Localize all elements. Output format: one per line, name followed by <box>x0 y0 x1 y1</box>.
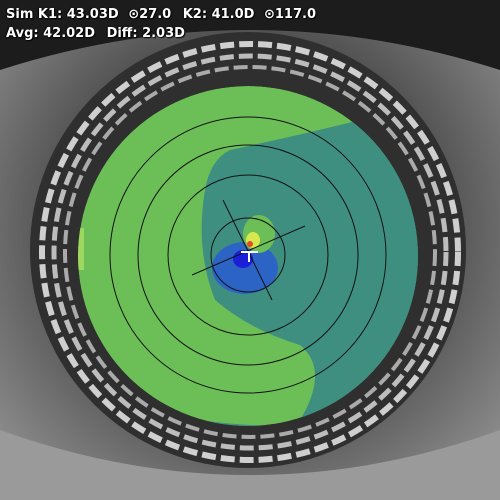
map-teal-zone <box>201 120 418 420</box>
map-green-steep-zone <box>243 215 275 253</box>
sim-k1-axis: 27.0 <box>139 7 172 22</box>
sim-k1-value: 43.03D <box>66 7 119 22</box>
steep-axis-line <box>222 199 273 301</box>
white-cross-marker-icon <box>241 251 258 262</box>
placido-rings <box>39 41 461 463</box>
flat-axis-line <box>191 225 306 276</box>
upper-eyelid <box>0 0 500 70</box>
k2-axis: 117.0 <box>274 7 317 22</box>
k2-value: 41.0D <box>211 7 255 22</box>
sim-k1-label: Sim K1: <box>6 7 63 22</box>
axis-symbol-icon: ⊙ <box>263 7 275 22</box>
axis-symbol-icon: ⊙ <box>128 7 140 22</box>
measurement-rings <box>109 116 387 394</box>
avg-value: 42.02D <box>43 26 96 41</box>
keratometry-axes <box>191 199 306 301</box>
keratometry-readout-line1: Sim K1: 43.03D ⊙27.0 K2: 41.0D ⊙117.0 <box>6 7 316 23</box>
diff-value: 2.03D <box>142 26 185 41</box>
k2-label: K2: <box>182 7 208 22</box>
map-red-zone <box>247 241 253 247</box>
keratometry-readout-line2: Avg: 42.02D Diff: 2.03D <box>6 26 185 42</box>
map-blue-zone <box>212 242 278 294</box>
map-green-edge-left <box>78 228 84 270</box>
lower-eyelid <box>0 430 500 500</box>
diff-label: Diff: <box>106 26 138 41</box>
avg-label: Avg: <box>6 26 39 41</box>
